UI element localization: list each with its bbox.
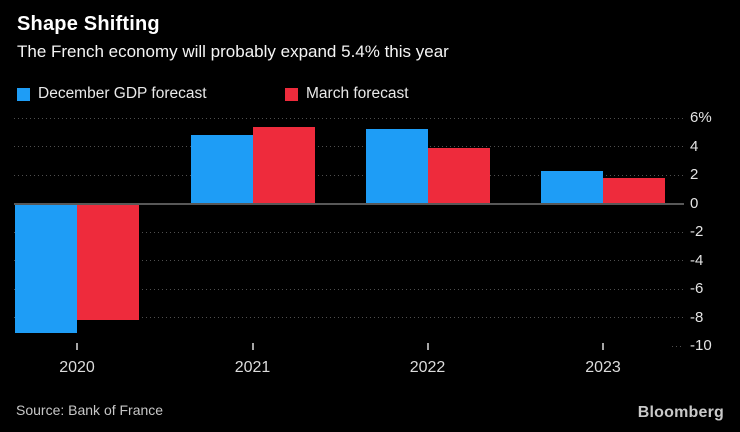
x-tick xyxy=(602,343,604,350)
source-note: Source: Bank of France xyxy=(16,402,164,418)
legend-label-march: March forecast xyxy=(306,85,409,102)
bar-2023-march xyxy=(603,177,665,204)
bar-2022-december xyxy=(365,129,428,204)
bar-2021-march xyxy=(252,126,315,204)
y-tick-label: 0 xyxy=(690,194,699,212)
x-tick-label: 2021 xyxy=(234,359,271,376)
legend-swatch-december xyxy=(17,87,30,101)
y-tick-label: -6 xyxy=(690,280,704,297)
x-tick-label: 2023 xyxy=(585,359,621,376)
page-subtitle: The French economy will probably expand … xyxy=(17,42,449,61)
y-tick-label: 2 xyxy=(690,166,699,183)
zero-line xyxy=(14,202,684,205)
y-tick-label: 4 xyxy=(690,137,699,155)
gridline xyxy=(14,146,684,147)
bloomberg-logo: Bloomberg xyxy=(637,404,724,421)
bar-2022-march xyxy=(427,147,490,204)
bar-2021-december xyxy=(190,135,253,204)
gridline xyxy=(14,317,684,318)
y-tick-label: -10 xyxy=(690,337,712,354)
page-title: Shape Shifting xyxy=(17,13,160,35)
legend-swatch-march xyxy=(285,87,298,101)
bar-2020-march xyxy=(77,203,139,321)
y-tick-label: -2 xyxy=(690,223,704,240)
x-tick xyxy=(76,343,78,350)
gridline xyxy=(14,117,684,119)
x-tick-label: 2020 xyxy=(59,359,95,376)
y-axis-end-tick xyxy=(672,345,681,347)
bar-2023-december xyxy=(541,170,603,204)
x-tick xyxy=(426,343,429,350)
y-tick-label: -4 xyxy=(690,251,704,269)
gridline xyxy=(14,231,684,233)
gridline xyxy=(14,260,684,261)
gridline xyxy=(14,174,684,176)
legend-item-march: March forecast xyxy=(285,85,409,103)
legend-item-december: December GDP forecast xyxy=(17,85,207,103)
x-tick-label: 2022 xyxy=(409,359,446,376)
x-tick xyxy=(251,343,254,350)
y-tick-label: 6% xyxy=(690,109,712,126)
gridline xyxy=(14,288,684,290)
legend-label-december: December GDP forecast xyxy=(38,85,207,102)
bar-2020-december xyxy=(15,203,77,334)
y-tick-label: -8 xyxy=(690,308,704,326)
